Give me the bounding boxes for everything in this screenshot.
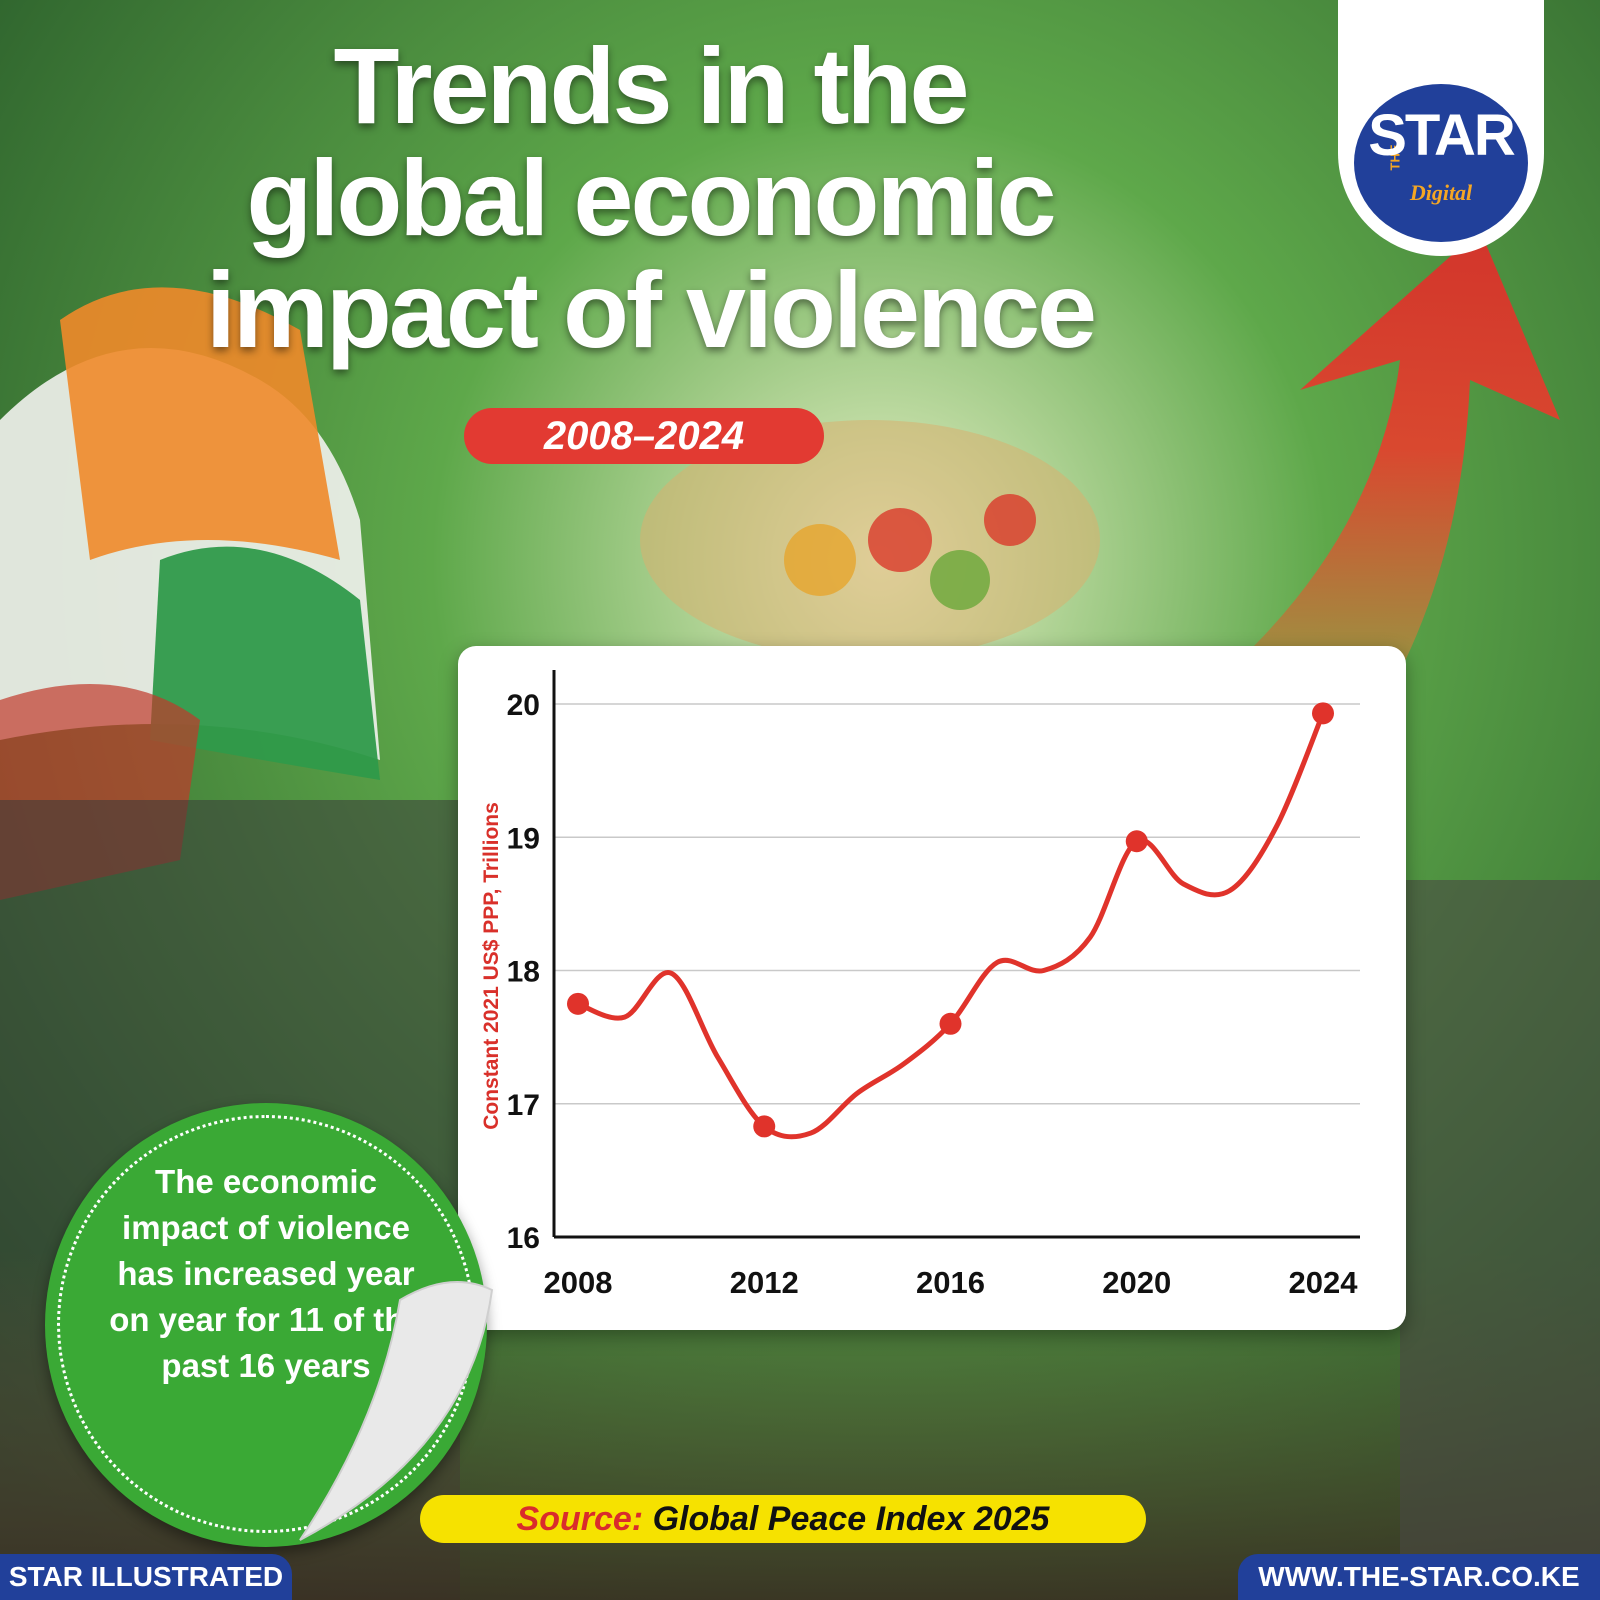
title-line-1: Trends in the (333, 25, 969, 146)
y-tick-label: 20 (507, 689, 540, 722)
title-line-2: global economic (246, 137, 1056, 258)
data-point-marker (939, 1012, 962, 1035)
y-tick-label: 18 (507, 956, 540, 989)
logo-star-text: STAR (1368, 103, 1516, 168)
line-chart: 16 17 18 19 20 2008 2012 2016 2020 2024 Constant… (480, 670, 1360, 1300)
data-point-marker (1125, 830, 1148, 853)
y-tick-label: 16 (507, 1222, 540, 1255)
series-markers (567, 702, 1334, 1138)
series-line (575, 710, 1326, 1140)
y-tick-labels: 16 17 18 19 20 (507, 689, 540, 1255)
chart-card: 16 17 18 19 20 2008 2012 2016 2020 2024 Constant… (458, 646, 1406, 1330)
x-tick-label: 2016 (916, 1265, 985, 1300)
page-title: Trends in the global economic impact of … (0, 30, 1300, 366)
source-bar: Source: Global Peace Index 2025 (420, 1495, 1146, 1543)
source-label: Source: (516, 1500, 644, 1538)
y-axis-label: Constant 2021 US$ PPP, Trillions (480, 802, 503, 1130)
period-badge: 2008–2024 (464, 408, 824, 464)
footer-credit: STAR ILLUSTRATED (0, 1554, 292, 1600)
y-tick-label: 19 (507, 822, 540, 855)
x-tick-label: 2012 (730, 1265, 799, 1300)
x-tick-label: 2020 (1102, 1265, 1171, 1300)
data-point-marker (753, 1115, 776, 1138)
x-tick-label: 2008 (544, 1265, 613, 1300)
callout-text: The economic impact of violence has incr… (109, 1163, 423, 1384)
y-tick-label: 17 (507, 1089, 540, 1122)
title-line-3: impact of violence (205, 249, 1097, 370)
logo-digital-text: Digital (1409, 180, 1473, 205)
footer-website-link[interactable]: WWW.THE-STAR.CO.KE (1238, 1554, 1600, 1600)
data-point-marker (567, 992, 589, 1015)
x-tick-labels: 2008 2012 2016 2020 2024 (544, 1265, 1359, 1300)
source-text: Global Peace Index 2025 (652, 1500, 1050, 1538)
star-digital-logo: THE STAR Digital (1338, 0, 1544, 256)
grid-lines (554, 703, 1360, 1105)
callout-badge: The economic impact of violence has incr… (45, 1103, 487, 1547)
data-point-marker (1312, 702, 1334, 725)
x-tick-label: 2024 (1289, 1265, 1359, 1300)
logo-circle: THE STAR Digital (1354, 84, 1528, 242)
